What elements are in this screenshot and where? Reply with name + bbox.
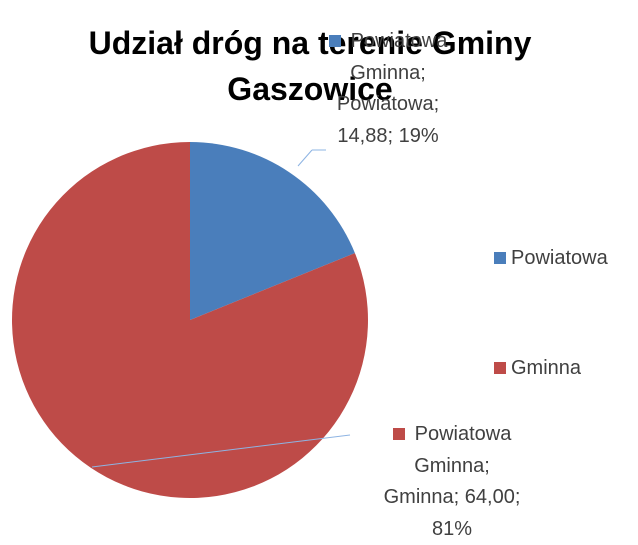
legend-label: Gminna xyxy=(511,357,582,379)
label-sep: ; xyxy=(420,61,426,84)
label-percent: 19% xyxy=(398,124,439,147)
pie-slice xyxy=(11,142,368,498)
label-sep: ; xyxy=(484,454,490,477)
label-key xyxy=(392,428,405,440)
label-category: Powiatowa xyxy=(336,93,434,115)
label-percent: 81% xyxy=(431,517,473,540)
data-label: Powiatowa Gminna; Gminna; 64,00; 81% xyxy=(382,419,522,545)
legend-key xyxy=(494,362,506,374)
label-key xyxy=(328,35,341,47)
chart-title: Udział dróg na terenie Gminy Gaszowice xyxy=(88,25,532,107)
label-value: 64,00 xyxy=(464,486,515,508)
label-sep: ; xyxy=(387,124,394,147)
label-category: Gminna xyxy=(383,486,454,508)
label-series: Powiatowa Gminna xyxy=(350,30,448,84)
leader-line xyxy=(297,149,313,167)
label-sep: ; xyxy=(433,93,440,115)
leader-line xyxy=(91,434,351,468)
legend-key xyxy=(494,252,506,264)
legend-item: Gminna xyxy=(494,356,581,380)
label-value: 14,88 xyxy=(337,124,388,147)
legend-item: Powiatowa xyxy=(494,246,608,270)
legend-label: Powiatowa xyxy=(511,247,608,269)
label-series: Powiatowa Gminna xyxy=(414,423,512,477)
label-sep: ; xyxy=(514,486,521,508)
data-label: Powiatowa Gminna; Powiatowa; 14,88; 19% xyxy=(318,26,458,152)
label-sep: ; xyxy=(453,486,460,508)
pie-slice xyxy=(190,142,355,320)
